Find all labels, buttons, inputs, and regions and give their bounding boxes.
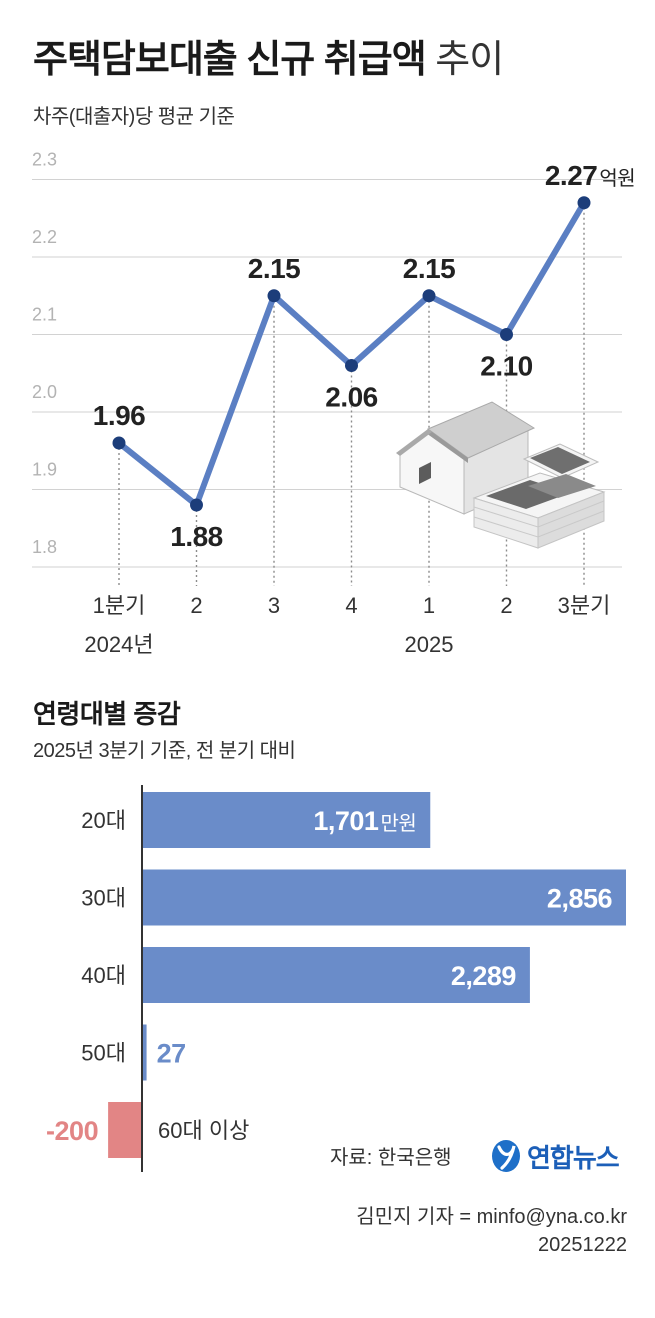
bar-value-number: 2,856 [547, 884, 613, 914]
value-unit: 억원 [599, 167, 635, 190]
year-label: 2025 [405, 632, 454, 657]
y-tick-label: 2.2 [32, 227, 57, 247]
x-tick-label: 1 [423, 593, 435, 618]
bar-value-label: 1,701 만원 [313, 806, 416, 836]
yonhap-logo: 연합뉴스 [489, 1138, 620, 1174]
banknote [530, 447, 590, 474]
chart-title-main: 주택담보대출 신규 취급액 [33, 39, 427, 81]
data-point [500, 328, 513, 341]
value-label-number: 1.96 [93, 400, 146, 431]
emblem-sphere [492, 1140, 520, 1172]
category-label: 30대 [81, 886, 126, 911]
value-label-number: 1.88 [170, 521, 223, 552]
category-label: 20대 [81, 808, 126, 833]
bar-value-number: 27 [157, 1039, 186, 1069]
bar-value-unit: 만원 [380, 812, 416, 835]
x-tick-label: 1분기 [93, 593, 146, 618]
data-point [112, 436, 126, 450]
bar-chart: 20대 1,701 만원 30대 2,856 40대 2,289 50대 27 60대 이상 -20… [46, 785, 626, 1172]
value-label-number: 2.15 [403, 253, 456, 284]
logo-text: 연합뉴스 [527, 1142, 620, 1173]
y-grid: 2.3 2.2 2.1 2.0 1.9 1.8 [32, 150, 622, 568]
data-point [422, 289, 436, 303]
chart-title: 주택담보대출 신규 취급액 추이 [33, 36, 504, 84]
x-tick-label: 2 [190, 593, 202, 618]
year-label: 2024년 [84, 632, 153, 657]
bars [108, 792, 626, 1158]
house-roof-edge [426, 429, 468, 463]
y-tick-label: 2.3 [32, 150, 57, 170]
value-label: 1.88 [170, 521, 223, 552]
bar-value-number: 2,289 [451, 961, 517, 991]
bar [142, 869, 626, 926]
house-window [419, 462, 431, 484]
category-label: 50대 [81, 1041, 126, 1066]
bar-chart-subtitle: 2025년 3분기 기준, 전 분기 대비 [33, 740, 296, 762]
value-label-number: 2.15 [248, 253, 301, 284]
value-label: 2.15 [248, 253, 301, 284]
publish-date: 20251222 [538, 1234, 627, 1256]
source-note: 자료: 한국은행 [330, 1147, 452, 1169]
data-point [577, 196, 591, 210]
chart-title-suffix: 추이 [435, 39, 504, 81]
value-label: 1.96 [93, 400, 146, 431]
category-label: 60대 이상 [158, 1118, 249, 1143]
bar [108, 1102, 142, 1158]
value-label-number: 2.10 [480, 351, 533, 382]
bar-value-label: 27 [157, 1039, 186, 1069]
value-labels: 1.96 1.88 2.15 2.06 2.15 2.10 2.27 억원 [93, 160, 636, 552]
data-point [267, 289, 281, 303]
value-label-number: 2.06 [325, 382, 378, 413]
series [112, 196, 591, 512]
data-point [345, 359, 358, 372]
value-label: 2.27 억원 [545, 160, 635, 191]
x-tick-label: 4 [345, 593, 357, 618]
bar-value-label: -200 [46, 1116, 98, 1146]
bar-value-number: -200 [46, 1116, 98, 1146]
x-tick-label: 2 [500, 593, 512, 618]
banknote [528, 474, 596, 498]
data-point [190, 498, 203, 512]
y-tick-label: 2.0 [32, 382, 57, 402]
value-label: 2.10 [480, 351, 533, 382]
x-tick-label: 3분기 [558, 593, 611, 618]
bar [142, 1024, 147, 1081]
value-label: 2.15 [403, 253, 456, 284]
bar [142, 947, 530, 1003]
byline: 김민지 기자 = minfo@yna.co.kr [356, 1206, 627, 1228]
line-chart: 2.32.22.12.01.91.8 1.961.882.152.062.152… [32, 150, 636, 657]
value-label-number: 2.27 [545, 160, 598, 191]
bar-labels: 20대 1,701 만원 30대 2,856 40대 2,289 50대 27 60대 이상 -20… [46, 806, 613, 1146]
bar-value-label: 2,856 [547, 884, 613, 914]
money-stack-layer [473, 500, 605, 528]
house-roof-trim [396, 429, 432, 456]
bar [142, 792, 431, 848]
y-tick-label: 1.9 [32, 460, 57, 480]
money-stack-side [537, 491, 605, 549]
chart-subtitle: 차주(대출자)당 평균 기준 [33, 106, 235, 128]
x-tick-label: 3 [268, 593, 280, 618]
emblem-swoosh [497, 1145, 516, 1170]
y-tick-label: 2.1 [32, 305, 57, 325]
house-with-money-icon [396, 401, 606, 549]
bar-value-number: 1,701 [313, 806, 379, 836]
money-stack-layer [473, 510, 605, 538]
yonhap-news-emblem-icon [492, 1140, 520, 1172]
bar-value-label: 2,289 [451, 961, 517, 991]
x-axis-labels: 1분기 2 3 4 1 2 3분기 2024년 2025 [84, 593, 610, 657]
value-label: 2.06 [325, 382, 378, 413]
y-tick-label: 1.8 [32, 537, 57, 557]
bar-chart-title: 연령대별 증감 [33, 699, 181, 729]
category-label: 40대 [81, 963, 126, 988]
